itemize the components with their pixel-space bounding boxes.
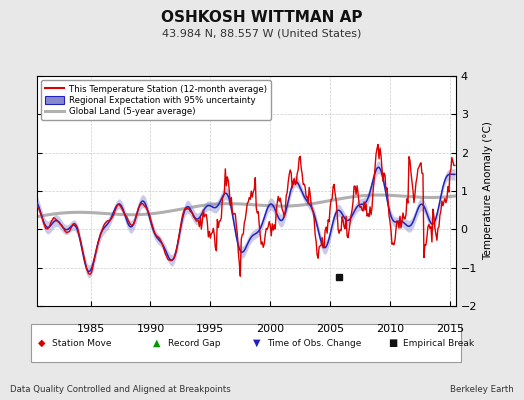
Text: Time of Obs. Change: Time of Obs. Change [267,338,362,348]
Text: ▼: ▼ [253,338,260,348]
Text: ◆: ◆ [38,338,46,348]
Text: ▲: ▲ [154,338,161,348]
Legend: This Temperature Station (12-month average), Regional Expectation with 95% uncer: This Temperature Station (12-month avera… [41,80,271,120]
Text: 2015: 2015 [436,324,464,334]
Text: 1985: 1985 [77,324,105,334]
Text: 2010: 2010 [376,324,404,334]
Text: 1990: 1990 [136,324,165,334]
Text: 2000: 2000 [256,324,285,334]
Text: 1995: 1995 [196,324,224,334]
Text: Berkeley Earth: Berkeley Earth [450,386,514,394]
Text: Station Move: Station Move [52,338,112,348]
Text: 2005: 2005 [316,324,344,334]
Text: 43.984 N, 88.557 W (United States): 43.984 N, 88.557 W (United States) [162,29,362,39]
Text: OSHKOSH WITTMAN AP: OSHKOSH WITTMAN AP [161,10,363,26]
Text: Record Gap: Record Gap [168,338,220,348]
Y-axis label: Temperature Anomaly (°C): Temperature Anomaly (°C) [483,122,493,260]
Text: ■: ■ [388,338,398,348]
Text: Data Quality Controlled and Aligned at Breakpoints: Data Quality Controlled and Aligned at B… [10,386,231,394]
Text: Empirical Break: Empirical Break [403,338,475,348]
